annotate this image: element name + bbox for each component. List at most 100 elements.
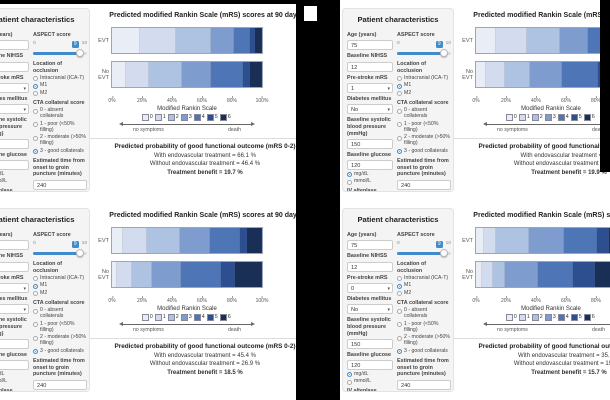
glucose-unit-mgdl-radio[interactable]: mg/dL — [347, 171, 393, 178]
cta-0-radio[interactable]: 0 - absent collaterals — [397, 307, 451, 320]
time-input[interactable]: 240 — [33, 179, 87, 190]
radio-selected-icon — [397, 83, 402, 89]
cta-2-radio[interactable]: 2 - moderate (>50% filling) — [397, 334, 451, 347]
glucose-unit-mmol-radio[interactable]: mmol/L — [0, 378, 8, 385]
mrs-legend: 0 1 2 3 4 5 6 — [476, 113, 610, 121]
age-input[interactable] — [0, 40, 29, 51]
age-input[interactable] — [0, 240, 29, 251]
occlusion-m1-radio[interactable]: M1 — [397, 82, 451, 89]
time-input[interactable]: 240 — [397, 379, 451, 390]
prestroke-mrs-select[interactable]: ▾ — [0, 282, 29, 293]
prestroke-mrs-select[interactable]: ▾ — [0, 82, 29, 93]
cta-0-radio[interactable]: 0 - absent collaterals — [33, 307, 87, 320]
occlusion-icat-radio[interactable]: Intracranial (ICA-T) — [33, 275, 87, 282]
prestroke-mrs-select[interactable]: 1 ▾ — [347, 82, 393, 93]
mrs-segment-6 — [247, 228, 262, 253]
slider-handle[interactable] — [440, 248, 449, 257]
slider-handle[interactable] — [440, 48, 449, 57]
slider-handle[interactable] — [76, 48, 85, 57]
glucose-unit-mmol-radio[interactable]: mmol/L — [347, 378, 393, 385]
cta-2-radio[interactable]: 2 - moderate (>50% filling) — [33, 134, 87, 147]
prestroke-mrs-label: Pre-stroke mRS — [347, 274, 388, 281]
mrs-segment-0 — [476, 28, 497, 53]
occlusion-m2-radio[interactable]: M2 — [397, 290, 451, 297]
nihss-input[interactable] — [0, 61, 29, 72]
nihss-input[interactable]: 12 — [347, 61, 393, 72]
time-input[interactable]: 240 — [33, 379, 87, 390]
bp-input[interactable] — [0, 138, 29, 149]
age-label: Age (years) — [347, 32, 377, 38]
occlusion-icat-radio[interactable]: Intracranial (ICA-T) — [397, 275, 451, 282]
cta-0-radio[interactable]: 0 - absent collaterals — [33, 107, 87, 120]
radio-icon — [397, 291, 402, 297]
age-label: Age (years) — [0, 232, 13, 238]
mr-predicts-panel: Patient characteristics Age (years) 75 B… — [340, 202, 610, 400]
occlusion-m1-radio[interactable]: M1 — [397, 282, 451, 289]
bp-input[interactable]: 150 — [347, 338, 393, 349]
prestroke-mrs-select[interactable]: 0 ▾ — [347, 282, 393, 293]
occlusion-m2-radio[interactable]: M2 — [33, 90, 87, 97]
occlusion-icat-radio[interactable]: Intracranial (ICA-T) — [397, 75, 451, 82]
aspect-slider[interactable]: 0 10 9 — [33, 240, 87, 258]
occlusion-m2-radio[interactable]: M2 — [33, 290, 87, 297]
nihss-input[interactable] — [0, 261, 29, 272]
no-symptoms-label: no symptoms — [497, 126, 528, 133]
bp-input[interactable]: 150 — [347, 138, 393, 149]
radio-icon — [397, 322, 402, 328]
mrs-0-swatch — [506, 313, 514, 321]
age-input[interactable]: 75 — [347, 40, 393, 51]
cta-0-radio[interactable]: 0 - absent collaterals — [397, 107, 451, 120]
glucose-unit-mgdl-radio[interactable]: mg/dL — [0, 370, 5, 377]
cta-3-radio[interactable]: 3 - good collaterals — [397, 348, 451, 355]
glucose-input[interactable] — [0, 160, 29, 170]
occlusion-m1-radio[interactable]: M1 — [33, 82, 87, 89]
radio-selected-icon — [397, 149, 402, 155]
x-tick: 0% — [472, 95, 480, 104]
mrs-5-swatch — [571, 113, 579, 121]
glucose-unit-mmol-radio[interactable]: mmol/L — [347, 178, 393, 185]
severity-direction-arrow — [119, 321, 255, 326]
cta-3-radio[interactable]: 3 - good collaterals — [33, 348, 87, 355]
mrs-segment-5 — [240, 228, 248, 253]
mrs-segment-3 — [528, 228, 565, 253]
aspect-slider[interactable]: 0 10 9 — [397, 40, 451, 58]
glucose-input[interactable]: 120 — [347, 160, 393, 170]
glucose-unit-mgdl-radio[interactable]: mg/dL — [347, 371, 393, 378]
patient-characteristics-form: Patient characteristics Age (years) Base… — [0, 8, 90, 192]
cta-2-radio[interactable]: 2 - moderate (>50% filling) — [33, 334, 87, 347]
cta-1-radio[interactable]: 1 - poor (<50% filling) — [397, 321, 451, 334]
diabetes-select[interactable]: ▾ — [0, 104, 29, 114]
cta-1-radio[interactable]: 1 - poor (<50% filling) — [33, 121, 87, 134]
evt-row-label: EVT — [98, 37, 109, 44]
occlusion-m1-radio[interactable]: M1 — [33, 282, 87, 289]
mrs-segment-2 — [149, 62, 182, 87]
slider-max-label: 10 — [81, 240, 87, 246]
cta-2-radio[interactable]: 2 - moderate (>50% filling) — [397, 134, 451, 147]
nihss-input[interactable]: 12 — [347, 261, 393, 272]
occlusion-m2-radio[interactable]: M2 — [397, 90, 451, 97]
glucose-input[interactable]: 120 — [347, 360, 393, 370]
cta-1-radio[interactable]: 1 - poor (<50% filling) — [397, 121, 451, 134]
occlusion-label: Location of occlusion — [33, 260, 63, 274]
glucose-input[interactable] — [0, 360, 29, 370]
glucose-unit-mgdl-radio[interactable]: mg/dL — [0, 170, 5, 177]
age-input[interactable]: 75 — [347, 240, 393, 251]
slider-handle[interactable] — [76, 248, 85, 257]
diabetes-select[interactable]: No ▾ — [347, 304, 393, 314]
cta-3-radio[interactable]: 3 - good collaterals — [397, 148, 451, 155]
diabetes-select[interactable]: ▾ — [0, 304, 29, 314]
slider-value-bubble: 9 — [71, 40, 79, 48]
mrs-segment-5 — [242, 62, 250, 87]
no-evt-stacked-bar — [111, 61, 263, 88]
aspect-slider[interactable]: 0 10 9 — [33, 40, 87, 58]
occlusion-icat-radio[interactable]: Intracranial (ICA-T) — [33, 75, 87, 82]
time-input[interactable]: 240 — [397, 179, 451, 190]
radio-icon — [347, 379, 352, 385]
cta-3-radio[interactable]: 3 - good collaterals — [33, 148, 87, 155]
aspect-slider[interactable]: 0 10 9 — [397, 240, 451, 258]
cta-1-radio[interactable]: 1 - poor (<50% filling) — [33, 321, 87, 334]
bp-input[interactable] — [0, 338, 29, 349]
form-title: Patient characteristics — [0, 215, 75, 224]
glucose-unit-mmol-radio[interactable]: mmol/L — [0, 178, 8, 185]
diabetes-select[interactable]: No ▾ — [347, 104, 393, 114]
